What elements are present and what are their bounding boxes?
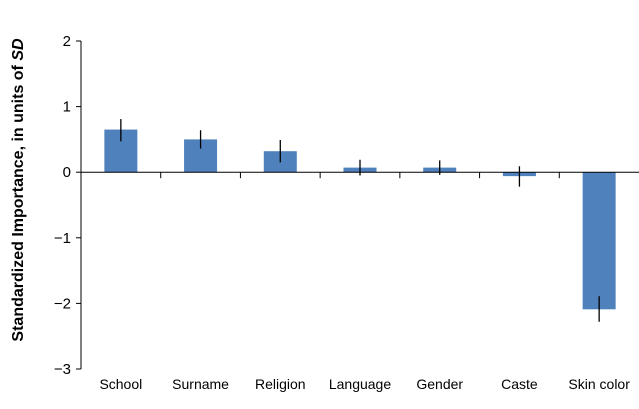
category-label: Gender (416, 376, 463, 392)
category-label: School (99, 376, 142, 392)
y-axis-title-main: Standardized Importance, in units of (10, 61, 27, 342)
category-label: Skin color (568, 376, 630, 392)
bars (104, 129, 616, 310)
category-label: Caste (501, 376, 538, 392)
y-tick-label: −3 (54, 361, 71, 378)
category-label: Surname (172, 376, 229, 392)
y-tick-label: 0 (63, 164, 71, 181)
y-axis-title-unit: SD (10, 38, 27, 61)
category-label: Language (329, 376, 392, 392)
y-tick-label: −2 (54, 295, 71, 312)
y-tick-label: 2 (63, 33, 71, 50)
y-axis-title-text: Standardized Importance, in units of SD (10, 38, 27, 342)
y-tick-label: −1 (54, 230, 71, 247)
error-bars (120, 119, 600, 322)
y-axis: 2 1 0 −1 −2 −3 (54, 33, 82, 378)
category-label: Religion (255, 376, 306, 392)
y-tick-label: 1 (63, 99, 71, 116)
y-axis-title: Standardized Importance, in units of SD (10, 38, 27, 342)
bar-skin-color (582, 172, 616, 310)
category-labels: School Surname Religion Language Gender Caste… (99, 376, 630, 392)
